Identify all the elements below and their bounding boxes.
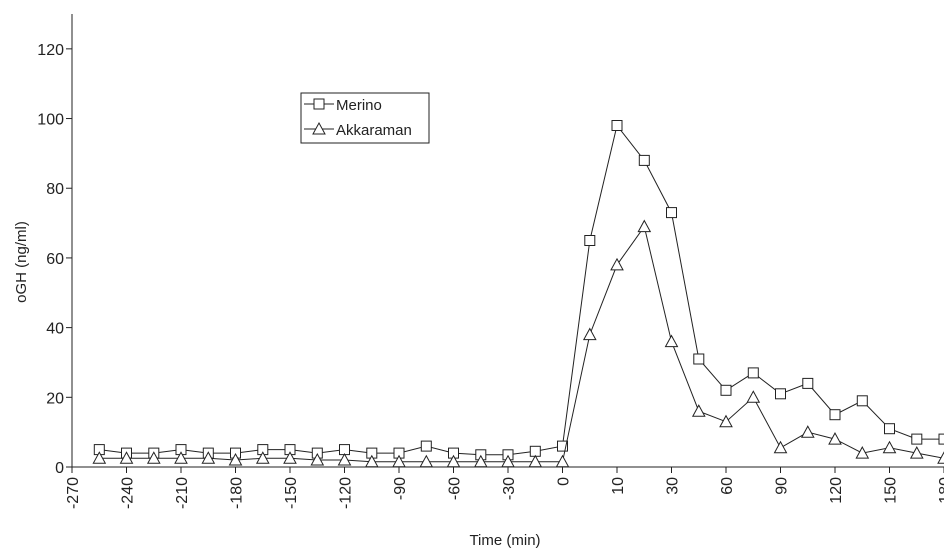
y-tick-label: 100 [37,112,64,129]
data-point [174,451,188,464]
data-point [146,451,161,464]
y-tick-label: 40 [46,321,64,338]
data-point [283,451,297,464]
x-tick-label: -210 [174,477,191,509]
data-point [392,454,406,468]
x-axis-ticks: -270 -240 -210 -180 -150 -120 -90 -60 -30 0 10 30 60… [65,467,944,509]
data-point [584,235,596,246]
data-point [610,257,624,271]
x-tick-label: -120 [338,477,355,509]
data-point [719,414,733,428]
x-tick-label: -180 [229,477,246,509]
x-tick-label: -240 [120,477,137,509]
data-point [255,451,270,464]
data-point [937,451,944,464]
data-point [775,388,786,400]
axes [71,14,944,468]
data-point [747,367,759,379]
x-tick-label: 30 [665,477,682,495]
data-point [446,454,461,468]
x-axis-label: Time (min) [469,532,540,549]
series-line-merino [99,124,944,456]
legend: Merino Akkaraman [300,92,430,144]
x-tick-label: -90 [392,477,409,500]
data-point [201,451,216,464]
data-point [884,423,895,435]
legend-marker-merino [313,98,325,110]
series-layer [92,120,944,468]
x-tick-label: 120 [828,477,845,504]
data-point [691,404,706,417]
y-tick-label: 20 [46,390,64,407]
data-point [638,154,650,166]
y-axis-ticks: 0 20 40 60 80 100 120 [37,42,72,477]
x-tick-label: 90 [774,477,791,495]
data-point [228,452,243,466]
x-tick-label: 60 [719,477,736,495]
x-tick-label: -150 [283,477,300,509]
data-point [773,440,788,454]
y-tick-label: 60 [46,251,64,268]
data-point [555,454,570,468]
series-line-akkaraman [99,225,944,463]
x-tick-label: 10 [610,477,627,495]
legend-label-merino: Merino [336,97,382,114]
series-akkaraman [92,219,944,468]
data-point [92,451,107,464]
data-point [473,454,488,468]
x-tick-label: -30 [501,477,518,500]
data-point [557,440,568,452]
data-point [582,327,597,341]
data-point [938,433,944,445]
data-point [419,454,434,468]
series-merino [93,120,944,461]
data-point [800,425,815,438]
x-tick-label: -60 [447,477,464,500]
y-tick-label: 120 [37,42,64,59]
data-point [909,446,924,459]
x-tick-label: 0 [556,477,573,486]
data-point [337,452,352,466]
data-point [746,390,761,403]
y-tick-label: 80 [46,181,64,198]
data-point [420,440,432,452]
data-point [882,440,897,454]
data-point [664,334,679,348]
legend-marker-akkaraman [312,121,326,135]
data-point [720,384,732,396]
data-point [666,207,677,219]
data-point [829,409,841,421]
data-point [856,395,868,407]
data-point [501,454,515,468]
data-point [802,377,814,389]
y-tick-label: 0 [55,460,64,477]
x-tick-label: 180 [937,477,944,504]
data-point [637,219,652,233]
data-point [828,432,842,445]
data-point [528,454,543,468]
data-point [364,454,379,468]
data-point [911,433,923,445]
data-point [855,446,870,459]
data-point [119,451,134,464]
x-tick-label: 150 [883,477,900,504]
data-point [310,452,325,466]
data-point [611,120,623,131]
legend-label-akkaraman: Akkaraman [336,122,412,139]
data-point [693,353,705,365]
y-axis-label: oGH (ng/ml) [13,221,30,303]
x-tick-label: -270 [65,477,82,509]
